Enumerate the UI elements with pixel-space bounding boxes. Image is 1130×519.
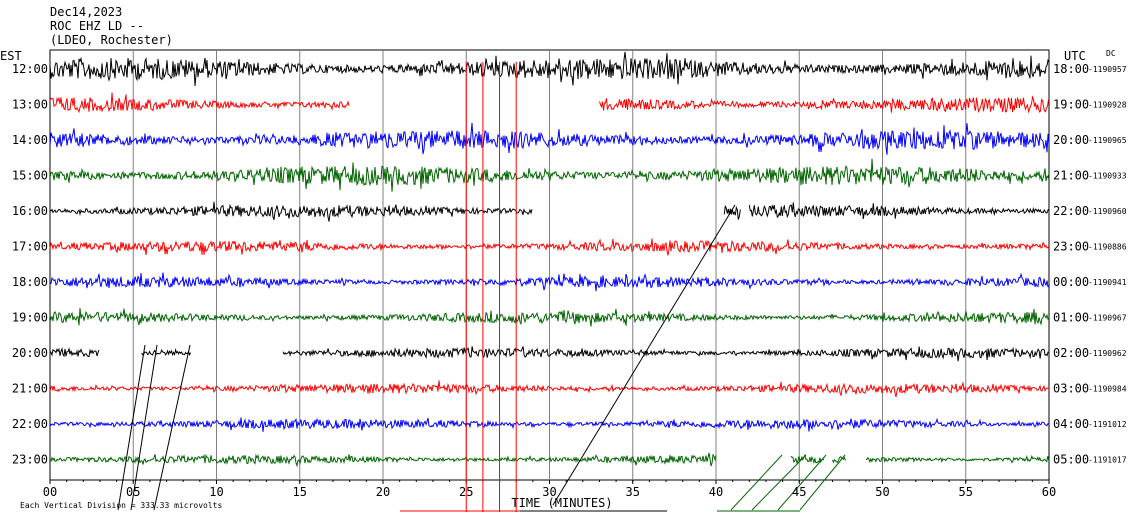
right-timezone-label: UTC	[1064, 49, 1086, 63]
header-network: (LDEO, Rochester)	[50, 33, 173, 47]
utc-hour-label: 20:00	[1053, 133, 1089, 147]
seismic-trace	[49, 380, 1050, 398]
gap-connector	[799, 454, 846, 511]
seismic-trace	[49, 51, 1050, 86]
seismic-trace	[832, 456, 846, 464]
scale-note: Each Vertical Division = 333.33 microvol…	[20, 501, 222, 510]
est-hour-label: 23:00	[12, 453, 48, 467]
utc-hour-label: 21:00	[1053, 169, 1089, 183]
seismic-trace	[49, 347, 100, 358]
est-hour-label: 19:00	[12, 311, 48, 325]
seismic-trace	[49, 158, 1050, 192]
x-tick-label: 45	[792, 485, 806, 499]
x-tick-label: 00	[43, 485, 57, 499]
utc-hour-label: 05:00	[1053, 453, 1089, 467]
x-tick-label: 50	[875, 485, 889, 499]
seismic-trace	[748, 202, 1049, 219]
x-tick-label: 55	[959, 485, 973, 499]
dc-offset-label: -1190962	[1088, 349, 1127, 358]
utc-hour-label: 03:00	[1053, 382, 1089, 396]
dc-offset-label: -1190933	[1088, 172, 1127, 181]
grid-layer	[49, 49, 1050, 484]
est-hour-label: 17:00	[12, 240, 48, 254]
est-hour-label: 15:00	[12, 169, 48, 183]
dc-offset-label: -1190957	[1088, 65, 1127, 74]
gap-connector	[153, 344, 191, 511]
x-tick-label: 30	[542, 485, 556, 499]
header-date: Dec14,2023	[50, 5, 123, 19]
gap-connector	[130, 344, 158, 511]
utc-hour-label: 23:00	[1053, 240, 1089, 254]
seismic-trace	[49, 92, 350, 114]
dc-offset-label: -1191012	[1088, 420, 1127, 429]
dc-offset-label: -1190941	[1088, 278, 1127, 287]
est-hour-label: 14:00	[12, 133, 48, 147]
seismic-trace	[282, 346, 1049, 362]
x-tick-label: 05	[126, 485, 140, 499]
utc-hour-label: 01:00	[1053, 311, 1089, 325]
seismic-trace	[49, 452, 717, 468]
seismic-trace	[49, 272, 1050, 292]
annotation-layer	[117, 62, 846, 512]
x-tick-label: 10	[209, 485, 223, 499]
est-hour-label: 16:00	[12, 204, 48, 218]
gap-connector	[730, 454, 783, 511]
x-tick-label: 60	[1042, 485, 1056, 499]
x-tick-label: 40	[709, 485, 723, 499]
x-tick-label: 20	[376, 485, 390, 499]
header-station: ROC EHZ LD --	[50, 19, 144, 33]
est-hour-label: 21:00	[12, 382, 48, 396]
x-tick-label: 25	[459, 485, 473, 499]
seismic-trace	[49, 122, 1050, 155]
dc-column-label: DC	[1106, 49, 1116, 58]
seismic-trace	[49, 201, 533, 222]
gap-connector	[751, 454, 807, 511]
est-hour-label: 22:00	[12, 417, 48, 431]
dc-offset-label: -1190984	[1088, 385, 1127, 394]
traces-layer	[49, 51, 1050, 468]
dc-offset-label: -1190886	[1088, 243, 1127, 252]
gap-connector	[117, 344, 146, 511]
utc-hour-label: 22:00	[1053, 204, 1089, 218]
seismic-trace	[599, 95, 1049, 114]
est-hour-label: 12:00	[12, 62, 48, 76]
seismic-trace	[723, 205, 741, 220]
x-tick-label: 35	[626, 485, 640, 499]
seismic-trace	[49, 417, 1050, 432]
dc-offset-label: -1190967	[1088, 314, 1127, 323]
x-axis-label: TIME (MINUTES)	[511, 496, 612, 510]
gap-connector	[552, 204, 736, 506]
est-hour-label: 20:00	[12, 346, 48, 360]
est-hour-label: 18:00	[12, 275, 48, 289]
dc-offset-label: -1190960	[1088, 207, 1127, 216]
utc-hour-label: 00:00	[1053, 275, 1089, 289]
seismic-trace	[49, 238, 1050, 256]
x-tick-label: 15	[293, 485, 307, 499]
dc-offset-label: -1191017	[1088, 456, 1127, 465]
seismic-trace	[141, 348, 192, 357]
utc-hour-label: 19:00	[1053, 98, 1089, 112]
seismic-trace	[49, 307, 1050, 327]
utc-hour-label: 02:00	[1053, 346, 1089, 360]
gap-connector	[777, 454, 827, 511]
dc-offset-label: -1190965	[1088, 136, 1127, 145]
left-timezone-label: EST	[0, 49, 22, 63]
seismic-trace	[790, 453, 825, 465]
utc-hour-label: 04:00	[1053, 417, 1089, 431]
dc-offset-label: -1190928	[1088, 101, 1127, 110]
utc-hour-label: 18:00	[1053, 62, 1089, 76]
est-hour-label: 13:00	[12, 98, 48, 112]
seismic-trace	[865, 454, 1050, 464]
